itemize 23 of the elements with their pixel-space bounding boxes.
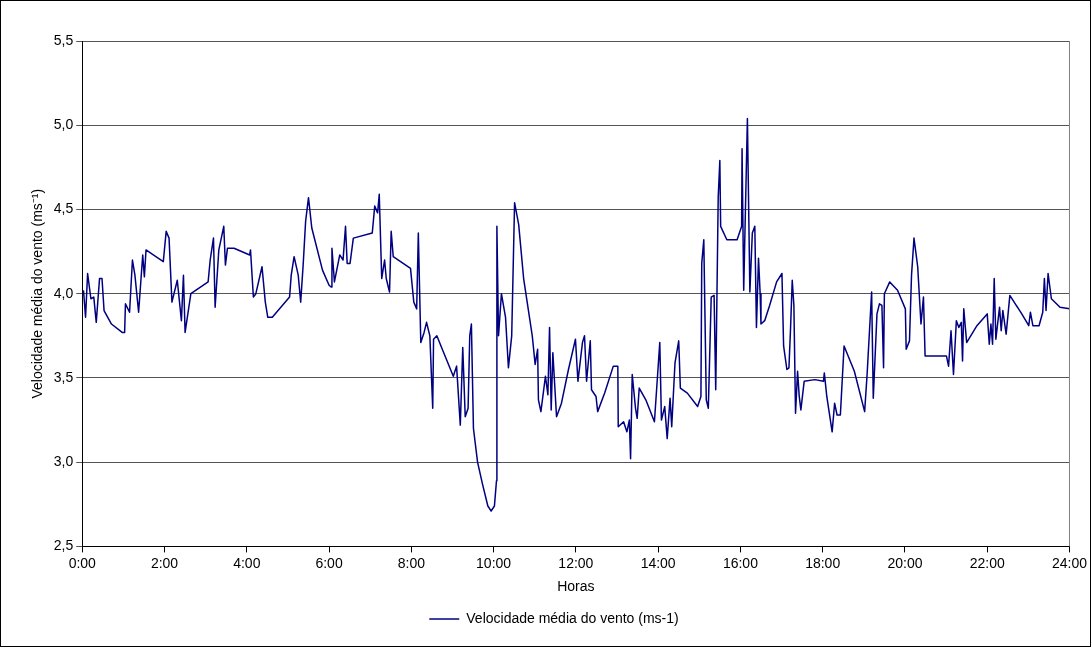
y-tick-label: 3,0 <box>53 453 74 470</box>
y-tick-label: 5,0 <box>53 116 74 133</box>
y-tick-label: 5,5 <box>53 31 74 48</box>
y-tick-label: 4,5 <box>53 200 74 217</box>
x-tick-label: 18:00 <box>805 554 841 571</box>
x-tick-label: 14:00 <box>640 554 676 571</box>
x-tick-label: 6:00 <box>315 554 343 571</box>
x-tick-label: 20:00 <box>887 554 923 571</box>
x-tick-label: 2:00 <box>150 554 179 571</box>
y-tick-label: 3,5 <box>53 368 74 385</box>
y-tick-label: 2,5 <box>53 537 74 554</box>
y-tick-label: 4,0 <box>53 284 74 301</box>
y-axis-title: Velocidade média do vento (ms⁻¹) <box>29 188 46 399</box>
x-tick-label: 8:00 <box>397 554 426 571</box>
x-tick-label: 24:00 <box>1051 554 1088 571</box>
x-tick-label: 22:00 <box>969 554 1005 571</box>
x-tick-label: 0:00 <box>68 554 97 571</box>
x-tick-label: 16:00 <box>722 554 759 571</box>
x-tick-label: 12:00 <box>558 554 594 571</box>
legend-label: Velocidade média do vento (ms-1) <box>466 609 679 626</box>
x-tick-label: 4:00 <box>233 554 261 571</box>
x-axis-title: Horas <box>557 578 595 595</box>
x-tick-label: 10:00 <box>476 554 512 571</box>
